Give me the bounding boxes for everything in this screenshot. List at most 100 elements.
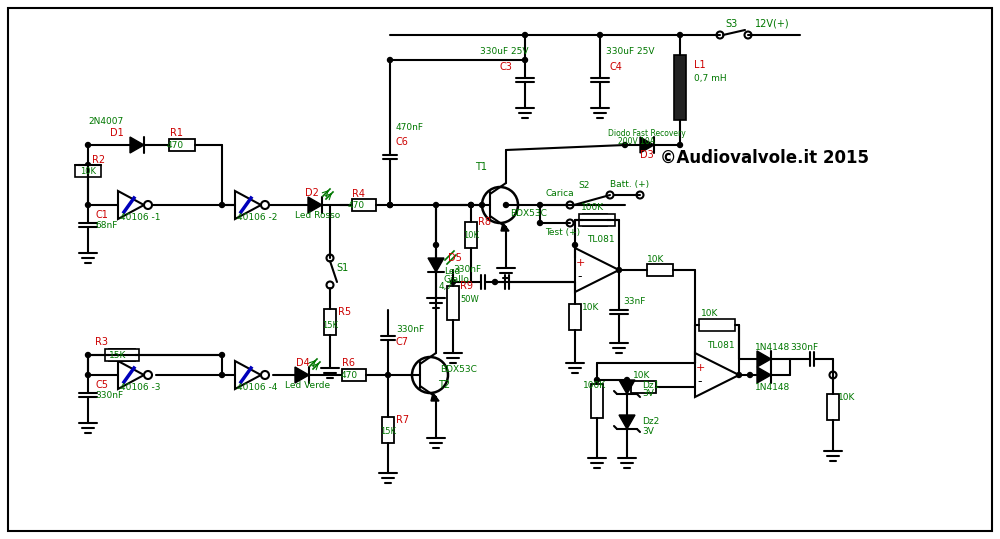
Circle shape	[736, 372, 742, 377]
Circle shape	[624, 377, 630, 383]
Circle shape	[748, 372, 753, 377]
Circle shape	[538, 220, 542, 225]
Text: D1: D1	[110, 128, 124, 138]
Bar	[75, 165, 101, 177]
Circle shape	[220, 372, 224, 377]
Polygon shape	[308, 197, 322, 213]
Text: C7: C7	[396, 337, 409, 347]
Text: 3V: 3V	[642, 426, 654, 436]
Circle shape	[482, 187, 518, 223]
Circle shape	[716, 31, 724, 38]
Text: 470: 470	[166, 141, 184, 149]
Circle shape	[492, 280, 498, 285]
Bar	[579, 214, 615, 226]
Bar	[169, 139, 195, 151]
Polygon shape	[640, 137, 654, 153]
Text: ©Audiovalvole.it 2015: ©Audiovalvole.it 2015	[660, 149, 869, 167]
Circle shape	[744, 31, 752, 38]
Text: 10K: 10K	[582, 302, 599, 312]
Circle shape	[261, 201, 269, 209]
Text: S3: S3	[725, 19, 737, 29]
Text: D4: D4	[296, 358, 310, 368]
Circle shape	[388, 203, 392, 208]
Circle shape	[522, 32, 528, 38]
Text: R4: R4	[352, 189, 365, 199]
Text: Batt. (+): Batt. (+)	[610, 181, 649, 190]
Text: Carica: Carica	[545, 190, 574, 198]
Text: 0,7 mH: 0,7 mH	[694, 73, 727, 82]
Polygon shape	[757, 367, 771, 383]
Circle shape	[220, 353, 224, 357]
Circle shape	[86, 142, 90, 148]
Text: 3V: 3V	[642, 390, 654, 398]
Circle shape	[616, 267, 622, 273]
Text: BDX53C: BDX53C	[440, 365, 477, 375]
Text: 470: 470	[340, 370, 358, 379]
Text: D5: D5	[448, 253, 462, 263]
Bar	[342, 369, 366, 381]
Bar	[674, 55, 686, 120]
Text: R1: R1	[170, 128, 183, 138]
Bar	[699, 319, 735, 331]
Text: Led Rosso: Led Rosso	[295, 211, 340, 219]
Bar	[631, 381, 656, 393]
Text: Dz2: Dz2	[642, 418, 659, 426]
Text: C6: C6	[396, 137, 409, 147]
Text: C5: C5	[95, 380, 108, 390]
Text: 10K: 10K	[647, 254, 664, 264]
Bar	[647, 264, 673, 276]
Text: 15K: 15K	[109, 350, 127, 360]
Polygon shape	[118, 191, 144, 219]
Circle shape	[622, 142, 628, 148]
Bar	[109, 349, 135, 361]
Text: C4: C4	[610, 62, 623, 72]
Text: 470: 470	[347, 201, 365, 210]
Text: 200V 10A: 200V 10A	[618, 136, 655, 146]
Circle shape	[450, 280, 456, 285]
Text: R8: R8	[478, 217, 491, 227]
Polygon shape	[757, 351, 771, 367]
Text: 1N4148: 1N4148	[755, 383, 790, 391]
Circle shape	[434, 243, 438, 247]
Bar	[382, 417, 394, 443]
Circle shape	[86, 372, 90, 377]
Text: R7: R7	[396, 415, 409, 425]
Bar	[447, 286, 459, 320]
Polygon shape	[130, 137, 144, 153]
Text: 50W: 50W	[460, 295, 479, 305]
Bar	[827, 394, 839, 420]
Text: 10K: 10K	[838, 392, 855, 402]
Circle shape	[598, 32, 602, 38]
Polygon shape	[295, 367, 309, 383]
Bar	[583, 214, 607, 226]
Circle shape	[678, 142, 682, 148]
Circle shape	[624, 384, 630, 390]
Text: R9: R9	[460, 281, 473, 291]
Text: 10K: 10K	[633, 371, 650, 381]
Text: R6: R6	[342, 358, 355, 368]
Circle shape	[468, 203, 474, 208]
Text: 330uF 25V: 330uF 25V	[606, 47, 654, 57]
Circle shape	[566, 202, 574, 209]
Circle shape	[572, 243, 578, 247]
Circle shape	[538, 203, 542, 208]
Circle shape	[522, 58, 528, 63]
Text: +: +	[575, 258, 585, 268]
Text: C3: C3	[500, 62, 513, 72]
Text: 10K: 10K	[80, 167, 96, 176]
Polygon shape	[118, 361, 144, 389]
Text: 330nF: 330nF	[790, 343, 818, 353]
Polygon shape	[501, 223, 509, 231]
Circle shape	[678, 32, 682, 38]
Text: 330uF 25V: 330uF 25V	[480, 47, 528, 57]
Text: 40106 -1: 40106 -1	[120, 213, 160, 223]
Bar	[591, 384, 603, 418]
Text: Test (+): Test (+)	[545, 229, 580, 238]
Text: C1: C1	[95, 210, 108, 220]
Text: Led Verde: Led Verde	[285, 382, 330, 390]
Text: 33nF: 33nF	[623, 298, 645, 307]
Circle shape	[326, 254, 334, 261]
Circle shape	[606, 191, 614, 198]
Text: BDX53C: BDX53C	[510, 209, 547, 218]
Text: 15K: 15K	[322, 321, 338, 329]
